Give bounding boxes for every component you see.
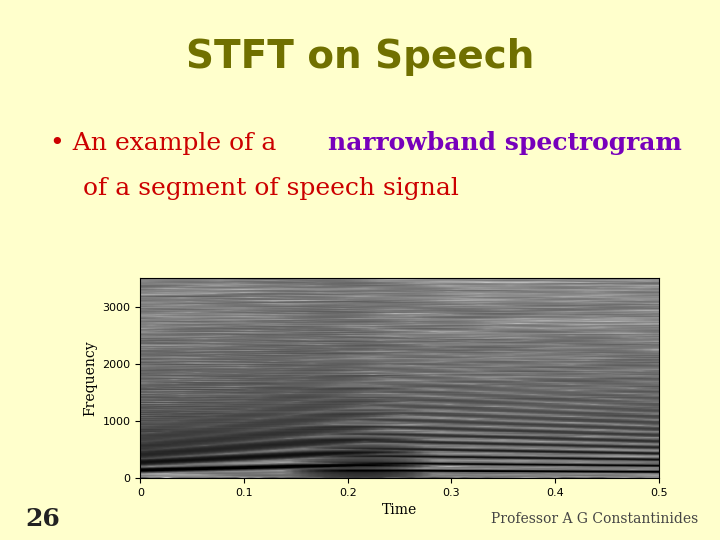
Text: narrowband spectrogram: narrowband spectrogram	[328, 131, 681, 155]
Y-axis label: Frequency: Frequency	[83, 340, 97, 416]
Text: • An example of a: • An example of a	[50, 132, 285, 154]
Text: 26: 26	[25, 508, 60, 531]
Text: of a segment of speech signal: of a segment of speech signal	[83, 178, 459, 200]
X-axis label: Time: Time	[382, 503, 417, 517]
Text: STFT on Speech: STFT on Speech	[186, 38, 534, 76]
Text: Professor A G Constantinides: Professor A G Constantinides	[491, 512, 698, 526]
